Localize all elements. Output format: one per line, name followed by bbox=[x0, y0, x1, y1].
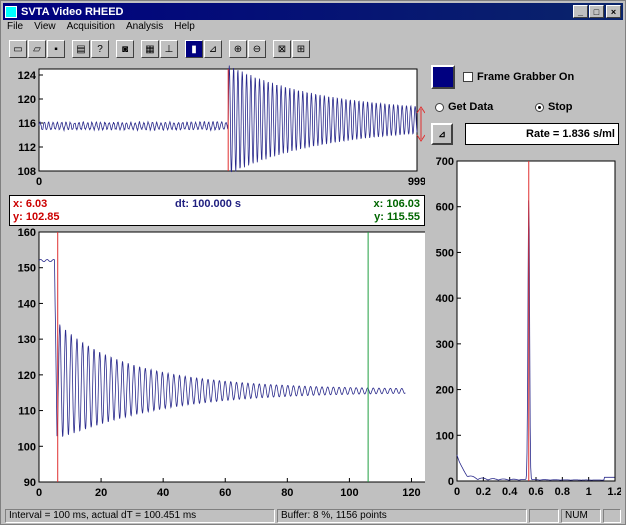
zoom-out-icon[interactable]: ⊖ bbox=[248, 40, 266, 58]
y-tick-label: 120 bbox=[18, 94, 36, 106]
y-tick-label: 600 bbox=[436, 202, 454, 214]
y-tick-label: 130 bbox=[18, 334, 36, 346]
fft-chart-panel: 0 100 200 300 400 500 600 700 0 0.2 0.4 0.6 0.8 1 1.2 bbox=[427, 157, 621, 506]
stop-radio[interactable]: Stop bbox=[535, 101, 572, 113]
plot-area bbox=[457, 161, 615, 481]
cursor2-y: y: 115.55 bbox=[374, 211, 420, 223]
y-tick-label: 140 bbox=[18, 298, 36, 310]
y-tick-label: 200 bbox=[436, 385, 454, 397]
maximize-icon[interactable]: □ bbox=[589, 5, 604, 18]
fft-chart[interactable]: 0 100 200 300 400 500 600 700 0 0.2 0.4 0.6 0.8 1 1.2 bbox=[427, 157, 621, 506]
x-tick-label: 1 bbox=[586, 486, 592, 498]
y-tick-label: 700 bbox=[436, 157, 454, 168]
plot-icon[interactable]: ⊿ bbox=[204, 40, 222, 58]
menu-acquisition[interactable]: Acquisition bbox=[67, 21, 115, 36]
x-tick-label: 20 bbox=[95, 487, 107, 499]
cursor1-y: y: 102.85 bbox=[13, 211, 59, 223]
status-num: NUM bbox=[561, 509, 601, 523]
frame-grabber-label: Frame Grabber On bbox=[477, 71, 574, 83]
cursor2-x: x: 106.03 bbox=[374, 198, 420, 210]
x-tick-label: 0.4 bbox=[502, 486, 518, 498]
y-tick-label: 100 bbox=[18, 441, 36, 453]
camera-icon[interactable]: ◙ bbox=[116, 40, 134, 58]
status-blank bbox=[529, 509, 559, 523]
new-icon[interactable]: ▭ bbox=[9, 40, 27, 58]
y-tick-label: 124 bbox=[18, 70, 37, 82]
x-tick-label: 0.2 bbox=[476, 486, 491, 498]
main-chart[interactable]: 90 100 110 120 130 140 150 160 0 20 40 60 80 100 120 bbox=[9, 228, 425, 506]
y-tick-label: 108 bbox=[18, 166, 36, 178]
frame-grabber-button-icon[interactable] bbox=[431, 65, 455, 89]
x-tick-label: 0.8 bbox=[555, 486, 570, 498]
status-bar: Interval = 100 ms, actual dT = 100.451 m… bbox=[3, 508, 623, 524]
status-interval: Interval = 100 ms, actual dT = 100.451 m… bbox=[5, 509, 275, 523]
plot-area bbox=[39, 232, 425, 482]
overview-chart[interactable]: 108 112 116 120 124 0 999 bbox=[9, 63, 425, 193]
x-tick-label: 0.6 bbox=[528, 486, 543, 498]
status-buffer: Buffer: 8 %, 1156 points bbox=[277, 509, 527, 523]
get-data-label: Get Data bbox=[448, 101, 493, 113]
x-tick-label: 0 bbox=[36, 176, 42, 188]
x-tick-label: 0 bbox=[454, 486, 460, 498]
toolbar: ▭ ▱ ▪ ▤ ? ◙ ▦ ⊥ ▮ ⊿ ⊕ ⊖ ⊠ ⊞ bbox=[9, 37, 311, 61]
x-tick-label: 120 bbox=[402, 487, 420, 499]
measure-icon[interactable]: ▦ bbox=[141, 40, 159, 58]
menu-view[interactable]: View bbox=[34, 21, 56, 36]
control-panel: Frame Grabber On Get Data Stop ⊿ Rate = … bbox=[427, 63, 621, 157]
menu-file[interactable]: File bbox=[7, 21, 23, 36]
overview-chart-panel: 108 112 116 120 124 0 999 bbox=[9, 63, 425, 193]
cursor1-x: x: 6.03 bbox=[13, 198, 47, 210]
rate-plot-icon[interactable]: ⊿ bbox=[431, 123, 453, 145]
y-tick-label: 300 bbox=[436, 339, 454, 351]
x-tick-label: 80 bbox=[281, 487, 293, 499]
y-tick-label: 500 bbox=[436, 247, 454, 259]
y-tick-label: 116 bbox=[18, 118, 36, 130]
y-tick-label: 400 bbox=[436, 293, 454, 305]
y-tick-label: 160 bbox=[18, 228, 36, 239]
get-data-radio[interactable]: Get Data bbox=[435, 101, 493, 113]
y-tick-label: 110 bbox=[18, 406, 36, 418]
x-tick-label: 100 bbox=[340, 487, 358, 499]
x-tick-label: 0 bbox=[36, 487, 42, 499]
title-bar: SVTA Video RHEED _ □ × bbox=[3, 3, 623, 20]
x-tick-label: 999 bbox=[408, 176, 425, 188]
frame-grabber-toggle[interactable]: Frame Grabber On bbox=[463, 71, 574, 83]
y-tick-label: 90 bbox=[24, 477, 36, 489]
menu-bar: File View Acquisition Analysis Help bbox=[3, 21, 202, 36]
get-data-radio-circle[interactable] bbox=[435, 103, 444, 112]
y-tick-label: 112 bbox=[18, 142, 36, 154]
stop-radio-circle[interactable] bbox=[535, 103, 544, 112]
app-icon bbox=[5, 6, 17, 18]
x-tick-label: 40 bbox=[157, 487, 169, 499]
graph-icon[interactable]: ⊥ bbox=[160, 40, 178, 58]
settings-icon[interactable]: ⊞ bbox=[292, 40, 310, 58]
x-tick-label: 1.2 bbox=[607, 486, 621, 498]
y-tick-label: 120 bbox=[18, 370, 36, 382]
save-icon[interactable]: ▪ bbox=[47, 40, 65, 58]
zoom-in-icon[interactable]: ⊕ bbox=[229, 40, 247, 58]
rate-display: Rate = 1.836 s/ml bbox=[465, 123, 619, 145]
export-icon[interactable]: ⊠ bbox=[273, 40, 291, 58]
menu-help[interactable]: Help bbox=[174, 21, 195, 36]
y-tick-label: 100 bbox=[436, 430, 454, 442]
delta-time: dt: 100.000 s bbox=[175, 198, 241, 210]
window-title: SVTA Video RHEED bbox=[21, 6, 123, 18]
y-tick-label: 150 bbox=[18, 263, 36, 275]
print-icon[interactable]: ▤ bbox=[72, 40, 90, 58]
main-chart-panel: 90 100 110 120 130 140 150 160 0 20 40 60 80 100 120 bbox=[9, 228, 425, 506]
help-icon[interactable]: ? bbox=[91, 40, 109, 58]
stop-label: Stop bbox=[548, 101, 572, 113]
close-icon[interactable]: × bbox=[606, 5, 621, 18]
menu-analysis[interactable]: Analysis bbox=[126, 21, 163, 36]
open-icon[interactable]: ▱ bbox=[28, 40, 46, 58]
x-tick-label: 60 bbox=[219, 487, 231, 499]
minimize-icon[interactable]: _ bbox=[573, 5, 588, 18]
cursor-readout: x: 6.03 y: 102.85 dt: 100.000 s x: 106.0… bbox=[9, 195, 425, 226]
status-end bbox=[603, 509, 621, 523]
frame-grabber-checkbox[interactable] bbox=[463, 72, 473, 82]
frame-grabber-icon[interactable]: ▮ bbox=[185, 40, 203, 58]
